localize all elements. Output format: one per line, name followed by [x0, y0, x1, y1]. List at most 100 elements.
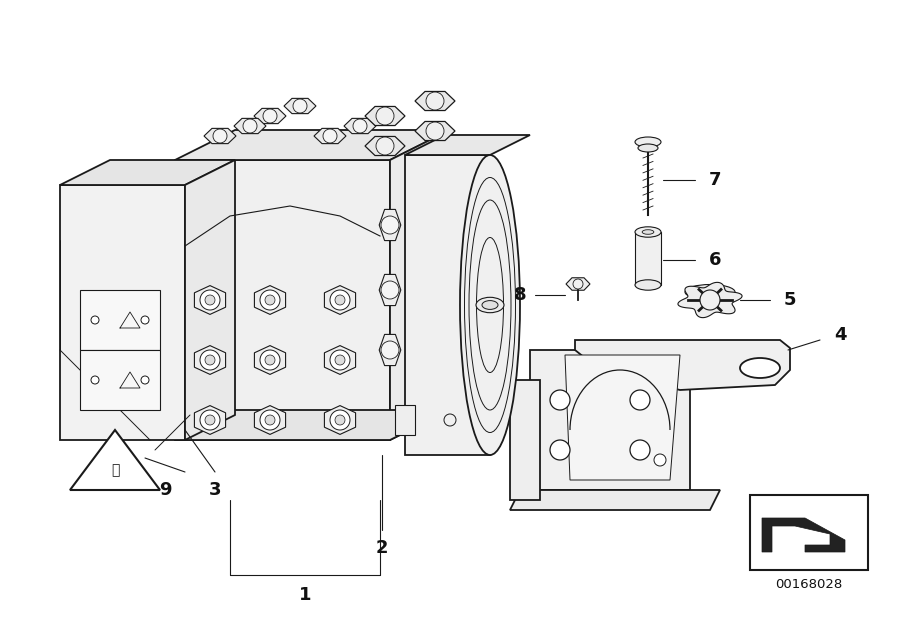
Bar [750, 495, 868, 570]
Polygon shape [510, 380, 540, 500]
Polygon shape [635, 232, 661, 285]
Polygon shape [254, 108, 286, 123]
Polygon shape [255, 406, 285, 434]
Polygon shape [365, 137, 405, 156]
Polygon shape [324, 345, 356, 375]
Polygon shape [194, 286, 226, 314]
Polygon shape [234, 118, 266, 134]
Polygon shape [379, 335, 400, 366]
Ellipse shape [685, 284, 735, 300]
Polygon shape [175, 130, 450, 160]
Circle shape [260, 410, 280, 430]
Polygon shape [204, 128, 236, 144]
Circle shape [330, 350, 350, 370]
Text: 2: 2 [376, 539, 388, 557]
Ellipse shape [740, 358, 780, 378]
Polygon shape [395, 405, 415, 435]
Circle shape [213, 129, 227, 143]
Text: 5: 5 [784, 291, 796, 309]
Text: 7: 7 [709, 171, 721, 189]
Text: 3: 3 [209, 481, 221, 499]
Circle shape [91, 316, 99, 324]
Polygon shape [70, 430, 160, 490]
Text: 4: 4 [833, 326, 846, 344]
Polygon shape [194, 345, 226, 375]
Polygon shape [566, 278, 590, 290]
Ellipse shape [638, 144, 658, 152]
Polygon shape [80, 350, 160, 410]
Circle shape [573, 279, 583, 289]
Circle shape [630, 440, 650, 460]
Polygon shape [678, 282, 742, 317]
Circle shape [91, 376, 99, 384]
Polygon shape [365, 106, 405, 125]
Polygon shape [324, 286, 356, 314]
Circle shape [330, 290, 350, 310]
Polygon shape [175, 410, 450, 440]
Circle shape [630, 390, 650, 410]
Ellipse shape [460, 155, 520, 455]
Polygon shape [60, 160, 235, 185]
Text: 🖐: 🖐 [111, 463, 119, 477]
Polygon shape [415, 92, 455, 111]
Circle shape [263, 109, 277, 123]
Circle shape [265, 295, 275, 305]
Circle shape [141, 376, 149, 384]
Circle shape [205, 295, 215, 305]
Circle shape [550, 390, 570, 410]
Polygon shape [379, 209, 400, 240]
Circle shape [200, 410, 220, 430]
Circle shape [141, 316, 149, 324]
Polygon shape [379, 274, 400, 305]
Circle shape [550, 440, 570, 460]
Ellipse shape [635, 227, 661, 237]
Polygon shape [565, 355, 680, 480]
Polygon shape [530, 350, 690, 490]
Circle shape [700, 290, 720, 310]
Polygon shape [255, 345, 285, 375]
Text: 00168028: 00168028 [776, 577, 842, 590]
Polygon shape [324, 406, 356, 434]
Circle shape [381, 216, 399, 234]
Polygon shape [60, 185, 185, 440]
Circle shape [265, 355, 275, 365]
Circle shape [205, 355, 215, 365]
Polygon shape [314, 128, 346, 144]
Circle shape [243, 119, 257, 133]
Circle shape [330, 410, 350, 430]
Circle shape [260, 290, 280, 310]
Polygon shape [762, 518, 845, 552]
Circle shape [260, 350, 280, 370]
Ellipse shape [482, 301, 498, 309]
Circle shape [381, 341, 399, 359]
Circle shape [376, 137, 394, 155]
Circle shape [200, 350, 220, 370]
Text: 9: 9 [158, 481, 171, 499]
Text: 8: 8 [514, 286, 526, 304]
Circle shape [335, 415, 345, 425]
Polygon shape [284, 99, 316, 114]
Circle shape [205, 415, 215, 425]
Circle shape [335, 295, 345, 305]
Polygon shape [405, 155, 490, 455]
Polygon shape [390, 130, 450, 440]
Circle shape [265, 415, 275, 425]
Ellipse shape [643, 230, 653, 234]
Polygon shape [80, 290, 160, 350]
Text: 6: 6 [709, 251, 721, 269]
Circle shape [381, 281, 399, 299]
Polygon shape [510, 490, 720, 510]
Ellipse shape [476, 297, 504, 313]
Polygon shape [194, 406, 226, 434]
Text: 1: 1 [299, 586, 311, 604]
Circle shape [335, 355, 345, 365]
Polygon shape [415, 121, 455, 141]
Polygon shape [175, 160, 390, 440]
Circle shape [654, 454, 666, 466]
Polygon shape [575, 340, 790, 390]
Circle shape [293, 99, 307, 113]
Polygon shape [405, 135, 530, 155]
Circle shape [444, 414, 456, 426]
Circle shape [353, 119, 367, 133]
Ellipse shape [635, 280, 661, 290]
